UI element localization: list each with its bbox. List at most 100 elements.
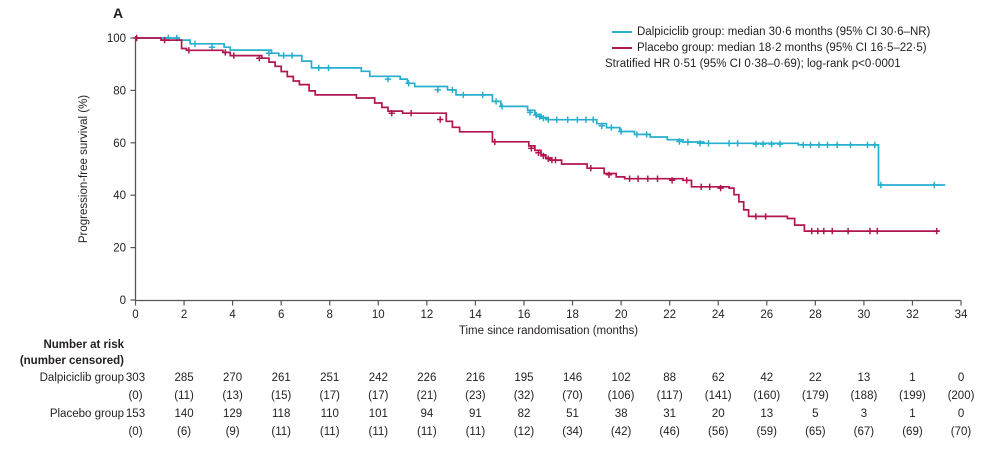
risk-count-cell: 195 [514, 372, 534, 384]
x-tick-label: 28 [809, 309, 822, 321]
x-tick-label: 16 [518, 309, 531, 321]
x-axis-label: Time since randomisation (months) [458, 325, 639, 337]
x-tick-label: 32 [906, 309, 919, 321]
risk-table-title: Number at risk [43, 339, 124, 351]
dalpiciclib-line-swatch-icon [612, 31, 632, 33]
censor-marks-dalpiciclib [165, 34, 938, 189]
risk-count-cell: 1 [909, 408, 916, 420]
censored-count-cell: (15) [270, 390, 292, 402]
y-tick-label: 100 [107, 33, 126, 45]
x-tick-label: 22 [663, 309, 676, 321]
risk-count-cell: 285 [174, 372, 194, 384]
legend-entry-placebo: Placebo group: median 18·2 months (95% C… [612, 40, 930, 56]
risk-count-cell: 101 [368, 408, 388, 420]
y-tick-label: 60 [113, 138, 126, 150]
y-tick-label: 40 [113, 190, 126, 202]
risk-count-cell: 91 [469, 408, 482, 420]
censored-count-cell: (12) [513, 426, 535, 438]
x-tick-label: 24 [712, 309, 725, 321]
risk-count-cell: 216 [465, 372, 485, 384]
placebo-line-swatch-icon [612, 47, 632, 49]
risk-count-cell: 226 [417, 372, 437, 384]
risk-count-cell: 153 [125, 408, 146, 420]
risk-count-cell: 51 [566, 408, 579, 420]
censored-count-cell: (21) [416, 390, 438, 402]
x-tick-label: 8 [327, 309, 333, 321]
x-tick-label: 18 [566, 309, 579, 321]
x-tick-label: 10 [372, 309, 385, 321]
censored-count-cell: (6) [177, 426, 192, 438]
risk-count-cell: 251 [320, 372, 340, 384]
risk-count-cell: 82 [517, 408, 531, 420]
risk-count-cell: 118 [272, 408, 291, 420]
censored-count-cell: (11) [319, 426, 340, 438]
censored-count-cell: (34) [562, 426, 583, 438]
censor-marks-placebo [133, 34, 940, 235]
censored-count-cell: (70) [562, 390, 583, 402]
risk-count-cell: 94 [420, 408, 434, 420]
risk-count-cell: 13 [857, 372, 871, 384]
risk-count-cell: 5 [812, 408, 819, 420]
censored-count-cell: (23) [465, 390, 486, 402]
x-tick-label: 4 [229, 309, 236, 321]
censored-count-cell: (59) [756, 426, 777, 438]
x-tick-label: 34 [955, 309, 968, 321]
risk-count-cell: 270 [223, 372, 243, 384]
censored-count-cell: (160) [753, 390, 781, 402]
censored-count-cell: (11) [417, 426, 437, 438]
risk-row-label-dalpiciclib: Dalpiciclib group [39, 372, 124, 384]
risk-count-cell: 22 [808, 372, 822, 384]
legend-stats-note: Stratified HR 0·51 (95% CI 0·38–0·69); l… [605, 58, 901, 70]
censored-count-cell: (46) [659, 426, 680, 438]
risk-table-subtitle: (number censored) [19, 355, 124, 367]
panel-label: A [113, 5, 124, 21]
risk-count-cell: 42 [760, 372, 774, 384]
risk-count-cell: 102 [611, 372, 631, 384]
censored-count-cell: (56) [707, 426, 729, 438]
censored-count-cell: (117) [656, 390, 683, 402]
censored-count-cell: (11) [465, 426, 486, 438]
censored-count-cell: (0) [128, 390, 143, 402]
risk-count-cell: 1 [909, 372, 916, 384]
axes [134, 36, 961, 302]
risk-count-cell: 0 [957, 372, 965, 384]
legend: Dalpiciclib group: median 30·6 months (9… [605, 24, 930, 72]
risk-row-label-placebo: Placebo group [49, 408, 124, 420]
y-tick-label: 20 [113, 243, 126, 255]
risk-count-cell: 20 [711, 408, 725, 420]
censored-count-cell: (11) [174, 390, 194, 402]
risk-count-cell: 110 [320, 408, 339, 420]
risk-count-cell: 62 [711, 372, 725, 384]
censored-count-cell: (200) [947, 390, 975, 402]
risk-count-cell: 31 [663, 408, 677, 420]
x-tick-label: 30 [858, 309, 871, 321]
x-tick-label: 12 [420, 309, 433, 321]
censored-count-cell: (17) [319, 390, 340, 402]
x-tick-label: 20 [615, 309, 628, 321]
censored-count-cell: (13) [222, 390, 243, 402]
x-tick-label: 14 [469, 309, 482, 321]
censored-count-cell: (0) [128, 426, 143, 438]
censored-count-cell: (188) [850, 390, 878, 402]
x-tick-label: 2 [181, 309, 187, 321]
survival-curve-placebo [135, 37, 940, 232]
risk-count-cell: 88 [663, 372, 677, 384]
y-tick-label: 80 [113, 85, 126, 97]
risk-count-cell: 140 [174, 408, 194, 420]
x-tick-label: 26 [760, 309, 773, 321]
legend-placebo-label: Placebo group: median 18·2 months (95% C… [637, 42, 927, 54]
risk-count-cell: 146 [562, 372, 583, 384]
survival-curve-dalpiciclib [135, 37, 946, 186]
censored-count-cell: (69) [902, 426, 923, 438]
risk-count-cell: 38 [614, 408, 628, 420]
y-tick-label: 0 [120, 295, 126, 307]
censored-count-cell: (179) [801, 390, 829, 402]
risk-count-cell: 242 [368, 372, 388, 384]
risk-count-cell: 13 [760, 408, 774, 420]
censored-count-cell: (106) [607, 390, 635, 402]
censored-count-cell: (11) [368, 426, 389, 438]
risk-count-cell: 3 [860, 408, 868, 420]
